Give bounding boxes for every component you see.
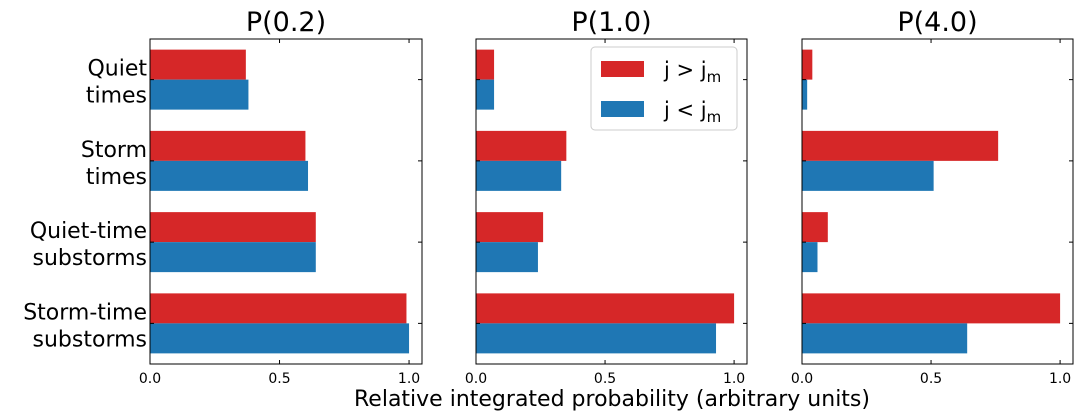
bar-high-p1-c1	[476, 130, 567, 161]
panel-title: P(1.0)	[571, 7, 651, 38]
bar-high-p0-c0	[150, 49, 246, 80]
x-tick-label: 1.0	[1049, 371, 1071, 387]
category-label: Storm-time	[23, 300, 147, 325]
category-label: times	[86, 84, 147, 109]
legend-swatch-high	[601, 61, 644, 77]
panel-title: P(0.2)	[246, 7, 326, 38]
bar-low-p2-c2	[802, 242, 818, 273]
category-label: Quiet-time	[30, 219, 147, 244]
x-tick-label: 1.0	[398, 371, 420, 387]
bar-high-p2-c3	[802, 293, 1061, 324]
legend-label-low: j < jm	[663, 98, 721, 126]
category-label: times	[86, 165, 147, 190]
x-tick-label: 0.5	[920, 371, 942, 387]
x-tick-label: 1.0	[723, 371, 745, 387]
bar-low-p2-c0	[802, 79, 808, 110]
bar-high-p2-c1	[802, 130, 999, 161]
bar-high-p0-c1	[150, 130, 306, 161]
bar-low-p1-c0	[476, 79, 495, 110]
category-label: Quiet	[87, 57, 147, 82]
panel-title: P(4.0)	[897, 7, 977, 38]
x-tick-label: 0.5	[594, 371, 616, 387]
x-tick-label: 0.0	[139, 371, 161, 387]
legend-subscript: m	[707, 108, 722, 126]
bar-high-p1-c2	[476, 212, 544, 243]
panel-frame-2	[801, 38, 1074, 365]
category-label: substorms	[33, 246, 147, 271]
bar-high-p1-c0	[476, 49, 495, 80]
x-tick-label: 0.0	[791, 371, 813, 387]
legend-swatch-low	[601, 101, 644, 117]
bar-low-p0-c2	[150, 242, 316, 273]
bar-high-p0-c2	[150, 212, 316, 243]
bar-low-p0-c0	[150, 79, 249, 110]
x-tick-label: 0.5	[268, 371, 290, 387]
bar-low-p1-c3	[476, 323, 717, 354]
bar-high-p0-c3	[150, 293, 407, 324]
category-label: substorms	[33, 327, 147, 352]
legend-subscript: m	[707, 68, 722, 86]
category-label: Storm	[81, 138, 147, 163]
panel-frame-1	[475, 38, 748, 365]
bar-high-p2-c2	[802, 212, 828, 243]
bar-low-p0-c3	[150, 323, 410, 354]
bar-low-p2-c3	[802, 323, 968, 354]
panel-frame-0	[149, 38, 423, 365]
bar-low-p1-c2	[476, 242, 538, 273]
x-tick-label: 0.0	[465, 371, 487, 387]
bar-low-p2-c1	[802, 160, 934, 191]
bar-high-p2-c0	[802, 49, 813, 80]
bar-low-p0-c1	[150, 160, 309, 191]
bar-low-p1-c1	[476, 160, 562, 191]
x-axis-label: Relative integrated probability (arbitra…	[354, 387, 870, 412]
bar-high-p1-c3	[476, 293, 735, 324]
